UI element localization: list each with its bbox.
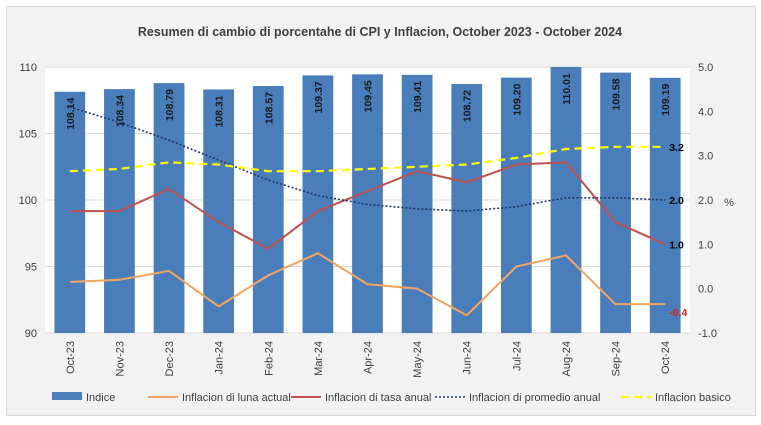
left-tick-label: 110 [19, 62, 37, 74]
category-tick-label: Dec-23 [164, 341, 176, 376]
category-tick-label: Oct-23 [65, 341, 77, 374]
right-tick-label: 2.0 [698, 195, 713, 207]
category-tick-label: Jun-24 [462, 341, 474, 375]
category-tick-label: Sep-24 [611, 341, 623, 376]
legend-swatch [52, 392, 82, 400]
left-tick-label: 100 [19, 195, 37, 207]
bar-value-label: 108.79 [164, 89, 176, 121]
bar-value-label: 108.72 [462, 90, 474, 122]
category-tick-label: Aug-24 [561, 341, 573, 376]
right-tick-label: -1.0 [698, 328, 717, 340]
right-tick-label: 0.0 [698, 284, 713, 296]
bar-value-label: 108.31 [214, 95, 226, 127]
category-tick-label: May-24 [412, 341, 424, 378]
bar-value-label: 109.45 [363, 80, 375, 112]
left-tick-label: 95 [25, 262, 37, 274]
category-tick-label: Jul-24 [511, 341, 523, 371]
category-tick-label: Oct-24 [660, 341, 672, 374]
bar [203, 89, 235, 334]
category-tick-label: Nov-23 [114, 341, 126, 376]
right-tick-label: 4.0 [698, 106, 713, 118]
bar [302, 75, 334, 333]
bar [649, 77, 681, 333]
bar [54, 91, 86, 333]
bar-value-label: 109.20 [511, 83, 523, 115]
series-line [69, 161, 666, 250]
bars-layer: 108.14 108.34 108.79 108.31 108.57 109.37 109.… [54, 67, 681, 334]
bar-value-label: 108.34 [114, 95, 126, 127]
legend-label: Indice [86, 392, 115, 404]
category-tick-label: Mar-24 [313, 341, 325, 376]
legend-label: Inflacion di tasa anual [325, 392, 431, 404]
left-tick-label: 105 [19, 129, 37, 141]
bar-value-label: 109.19 [660, 84, 672, 116]
axis-layer: 90 95 100 105 110 -1.0 0.0 1.0 2.0 3.0 4.0 5.0 Oct-2… [19, 62, 717, 378]
lines-layer: -0.4 1.0 2.0 3.2 [69, 106, 687, 319]
bar [550, 67, 582, 333]
right-tick-label: 5.0 [698, 62, 713, 74]
bar-value-label: 109.58 [611, 78, 623, 110]
category-tick-label: Apr-24 [363, 341, 375, 374]
left-tick-label: 90 [25, 328, 37, 340]
bar-value-label: 109.37 [313, 81, 325, 113]
series-line [69, 145, 666, 173]
series-end-label: 3.2 [669, 142, 684, 154]
series-line [69, 252, 666, 317]
bar-value-label: 108.57 [263, 92, 275, 124]
bar [451, 84, 483, 333]
category-tick-label: Jan-24 [214, 341, 226, 375]
bar [153, 83, 185, 333]
series-end-label: 1.0 [669, 239, 684, 251]
bar-value-label: 108.14 [65, 98, 77, 130]
right-tick-label: 1.0 [698, 239, 713, 251]
right-axis-label: % [724, 197, 734, 209]
bar-value-label: 110.01 [561, 73, 573, 105]
bar-value-label: 109.41 [412, 81, 424, 113]
series-end-label: -0.4 [669, 307, 687, 319]
legend-layer: Indice Inflacion di luna actual Inflacion … [52, 392, 731, 404]
bar [401, 74, 433, 334]
category-tick-label: Feb-24 [263, 341, 275, 376]
legend-label: Inflacion di promedio anual [469, 392, 600, 404]
series-line [69, 106, 666, 212]
chart-title: Resumen di cambio di porcentahe di CPI y… [138, 25, 622, 39]
legend-label: Inflacion basico [655, 392, 731, 404]
series-end-label: 2.0 [669, 195, 684, 207]
legend-label: Inflacion di luna actual [182, 392, 291, 404]
right-tick-label: 3.0 [698, 151, 713, 163]
bar [600, 72, 631, 333]
bar [252, 86, 284, 333]
